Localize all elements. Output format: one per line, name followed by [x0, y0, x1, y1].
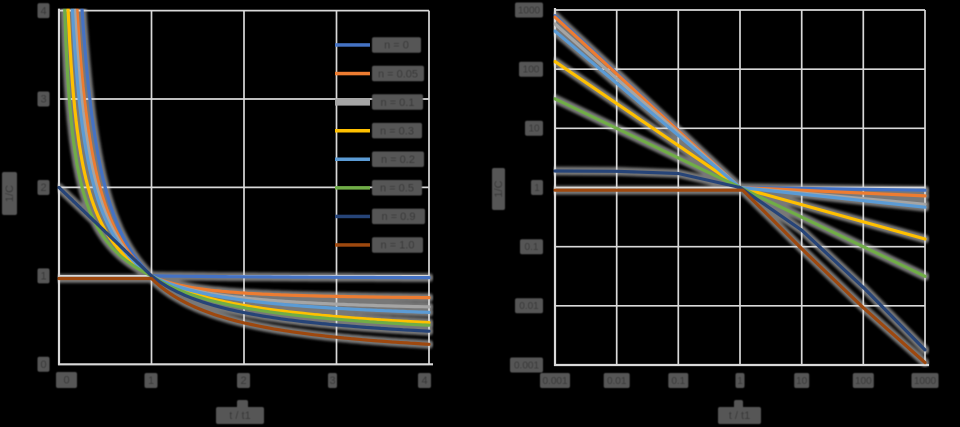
svg-text:n = 0.2: n = 0.2 — [381, 154, 415, 166]
svg-text:0.001: 0.001 — [514, 360, 539, 371]
svg-text:0: 0 — [63, 375, 69, 387]
svg-text:0.01: 0.01 — [607, 376, 627, 387]
svg-text:0.001: 0.001 — [542, 376, 567, 387]
svg-text:n = 1.0: n = 1.0 — [381, 240, 415, 252]
svg-text:10: 10 — [796, 376, 808, 387]
svg-text:1000: 1000 — [518, 5, 541, 16]
svg-text:n = 0.05: n = 0.05 — [378, 68, 418, 80]
svg-text:1: 1 — [534, 183, 540, 194]
svg-text:2: 2 — [40, 182, 46, 194]
svg-text:t / t1: t / t1 — [729, 410, 750, 422]
svg-text:1000: 1000 — [914, 376, 937, 387]
svg-text:n = 0: n = 0 — [384, 40, 409, 52]
svg-text:1: 1 — [40, 271, 46, 283]
svg-text:1: 1 — [737, 376, 743, 387]
svg-text:t / t1: t / t1 — [229, 410, 250, 422]
svg-text:4: 4 — [40, 5, 46, 17]
svg-text:n = 0.3: n = 0.3 — [380, 125, 414, 137]
svg-text:0.01: 0.01 — [519, 301, 539, 312]
svg-text:2: 2 — [240, 375, 246, 387]
svg-text:0.1: 0.1 — [525, 242, 539, 253]
svg-text:1: 1 — [148, 375, 154, 387]
svg-text:4: 4 — [421, 375, 427, 387]
svg-text:0.1: 0.1 — [671, 376, 685, 387]
svg-text:1/C: 1/C — [493, 180, 505, 197]
svg-text:100: 100 — [523, 65, 540, 76]
svg-text:n = 0.5: n = 0.5 — [380, 183, 414, 195]
svg-text:1/C: 1/C — [4, 185, 16, 202]
svg-text:3: 3 — [40, 94, 46, 106]
svg-text:0: 0 — [40, 359, 46, 371]
svg-text:3: 3 — [329, 375, 335, 387]
svg-text:10: 10 — [528, 124, 540, 135]
svg-text:n = 0.9: n = 0.9 — [382, 211, 416, 223]
svg-text:100: 100 — [855, 376, 872, 387]
svg-text:n = 0.1: n = 0.1 — [381, 97, 415, 109]
